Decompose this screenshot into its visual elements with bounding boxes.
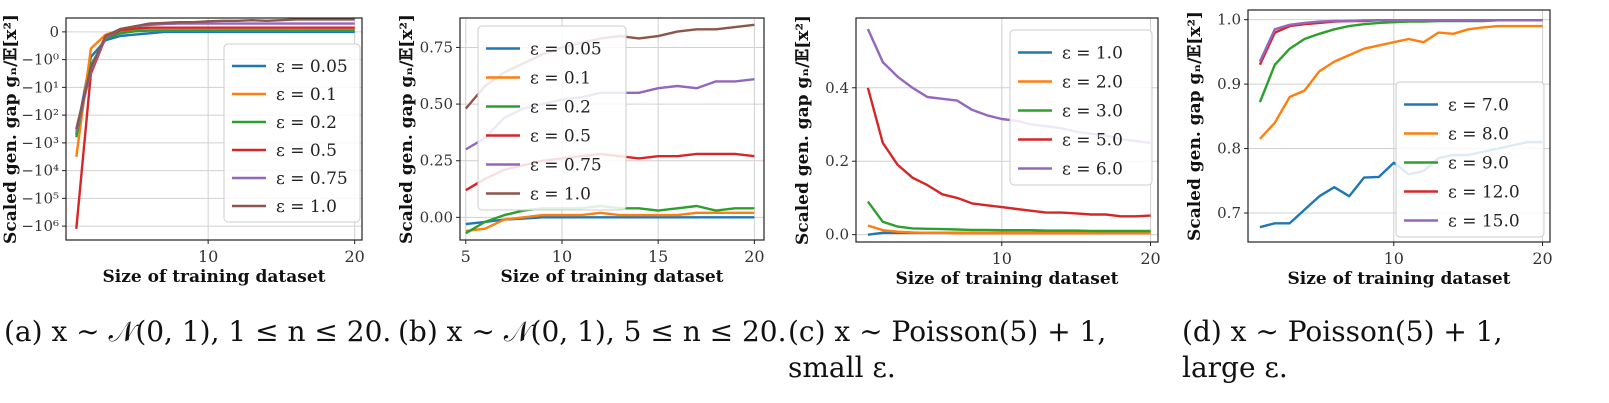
x-tick-label: 5 <box>461 247 471 266</box>
legend-label: ε = 0.05 <box>276 57 348 77</box>
caption-a: (a) x ∼ 𝒩(0, 1), 1 ≤ n ≤ 20. <box>4 315 392 348</box>
y-tick-label: 0.2 <box>825 152 849 170</box>
legend-label: ε = 0.1 <box>276 85 337 105</box>
y-tick-label: 0.25 <box>420 152 453 170</box>
series-line-6 <box>75 18 355 130</box>
y-axis-label: Scaled gen. gap gₙ/𝔼[x²] <box>397 14 417 244</box>
legend: ε = 7.0 ε = 8.0 ε = 9.0 ε = 12.0 ε = 15.0 <box>1395 81 1545 238</box>
y-tick-label: −10⁰ <box>21 51 59 69</box>
series-line-5 <box>1258 19 1543 63</box>
x-tick-label: 10 <box>198 247 218 266</box>
plot-frame <box>1247 9 1551 243</box>
series-line-2 <box>465 211 755 233</box>
y-tick-label: 0.50 <box>420 95 453 113</box>
y-tick-label: 0.75 <box>420 38 453 56</box>
legend: ε = 0.05 ε = 0.1 ε = 0.2 ε = 0.5 ε = 0.75 ε =… <box>223 43 361 223</box>
legend-label: ε = 0.5 <box>530 127 591 147</box>
x-tick-label: 15 <box>648 247 668 266</box>
legend-label: ε = 0.5 <box>276 141 337 161</box>
legend-label: ε = 1.0 <box>530 185 591 205</box>
plot-frame <box>459 17 765 241</box>
series-line-2 <box>1259 24 1543 140</box>
y-tick-label: 0.00 <box>420 208 453 226</box>
y-axis-label: Scaled gen. gap gₙ/𝔼[x²] <box>1 14 21 244</box>
legend-box <box>1395 81 1545 238</box>
plot-frame <box>855 17 1159 243</box>
y-tick-label: 0.8 <box>1217 140 1241 158</box>
x-axis-label: Size of training dataset <box>501 267 724 287</box>
legend-label: ε = 0.05 <box>530 40 602 60</box>
legend-label: ε = 6.0 <box>1062 160 1123 180</box>
y-tick-label: −10² <box>21 106 59 124</box>
legend-label: ε = 0.1 <box>530 69 591 89</box>
x-axis-label: Size of training dataset <box>1288 269 1511 289</box>
chart-panel-1: 10 20 0 −10⁰ −10¹ −10² −10³ −10⁴ −10⁵ −10⁶ Size of… <box>1 14 365 287</box>
legend-box <box>1009 29 1153 186</box>
caption-c: (c) x ∼ Poisson(5) + 1, small ε. <box>788 315 1107 384</box>
x-tick-label: 10 <box>552 247 572 266</box>
legend-label: ε = 3.0 <box>1062 102 1123 122</box>
x-tick-label: 20 <box>744 247 764 266</box>
y-tick-label: 0.4 <box>825 79 849 97</box>
y-tick-label: −10⁵ <box>21 189 59 207</box>
y-tick-label: 0.9 <box>1217 75 1241 93</box>
legend-label: ε = 0.75 <box>276 169 348 189</box>
legend-label: ε = 5.0 <box>1062 131 1123 151</box>
series-line-1 <box>75 30 355 135</box>
y-axis-label: Scaled gen. gap gₙ/𝔼[x²] <box>793 15 813 245</box>
legend-label: ε = 1.0 <box>1062 44 1123 64</box>
legend-label: ε = 1.0 <box>276 197 337 217</box>
series-line-4 <box>75 26 355 230</box>
legend-label: ε = 12.0 <box>1448 183 1520 203</box>
x-tick-label: 10 <box>1384 249 1404 268</box>
x-tick-label: 20 <box>1140 249 1160 268</box>
y-tick-label: 0 <box>49 23 59 41</box>
legend-label: ε = 8.0 <box>1448 125 1509 145</box>
legend-label: ε = 9.0 <box>1448 154 1509 174</box>
y-tick-label: −10⁶ <box>21 217 59 235</box>
plot-frame <box>65 17 363 241</box>
legend-label: ε = 0.2 <box>530 98 591 118</box>
x-tick-label: 10 <box>992 249 1012 268</box>
legend-label: ε = 15.0 <box>1448 212 1520 232</box>
caption-b: (b) x ∼ 𝒩(0, 1), 5 ≤ n ≤ 20. <box>398 315 787 348</box>
y-tick-label: 0.7 <box>1217 204 1241 222</box>
y-tick-label: −10³ <box>21 134 59 152</box>
x-tick-label: 20 <box>1532 249 1552 268</box>
x-tick-label: 20 <box>344 247 364 266</box>
caption-d: (d) x ∼ Poisson(5) + 1, large ε. <box>1182 315 1503 384</box>
legend-label: ε = 2.0 <box>1062 73 1123 93</box>
series-line-3 <box>866 200 1151 233</box>
legend: ε = 0.05 ε = 0.1 ε = 0.2 ε = 0.5 ε = 0.75 ε =… <box>477 25 627 211</box>
series-line-3 <box>75 29 355 138</box>
chart-panel-2: 5 10 15 20 0.00 0.25 0.50 0.75 Size of training … <box>397 14 765 287</box>
series-line-4 <box>866 87 1151 218</box>
chart-panel-3: 10 20 0.0 0.2 0.4 Size of training dataset Sca… <box>793 15 1161 289</box>
series-line-2 <box>867 224 1151 235</box>
legend-label: ε = 0.2 <box>276 113 337 133</box>
y-tick-label: −10¹ <box>21 78 59 96</box>
x-axis-label: Size of training dataset <box>896 269 1119 289</box>
y-axis-label: Scaled gen. gap gₙ/𝔼[x²] <box>1185 11 1205 241</box>
y-tick-label: 1.0 <box>1217 11 1241 29</box>
x-axis-label: Size of training dataset <box>103 267 326 287</box>
chart-panel-4: 10 20 0.7 0.8 0.9 1.0 Size of training dataset… <box>1185 9 1553 289</box>
y-tick-label: 0.0 <box>825 226 849 244</box>
y-tick-label: −10⁴ <box>21 162 59 180</box>
legend-label: ε = 0.75 <box>530 156 602 176</box>
legend: ε = 1.0 ε = 2.0 ε = 3.0 ε = 5.0 ε = 6.0 <box>1009 29 1153 186</box>
legend-label: ε = 7.0 <box>1448 96 1509 116</box>
